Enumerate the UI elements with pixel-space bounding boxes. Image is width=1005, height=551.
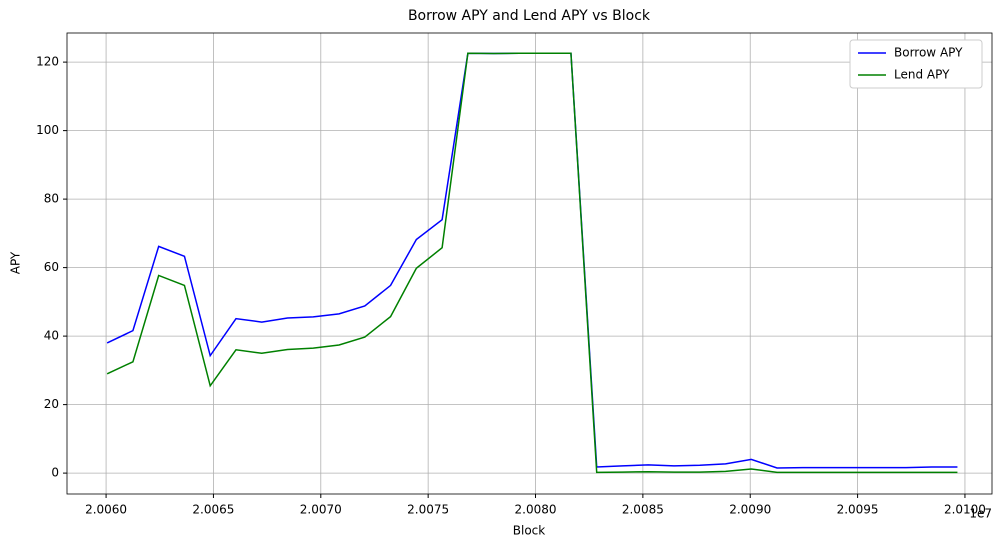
y-tick-label: 100	[36, 123, 59, 137]
y-tick-label: 120	[36, 55, 59, 69]
x-tick-label: 2.0065	[192, 503, 234, 517]
x-tick-label: 2.0085	[622, 503, 664, 517]
x-tick-label: 2.0070	[300, 503, 342, 517]
data-line	[106, 52, 958, 474]
y-tick-label: 0	[51, 466, 59, 480]
x-axis-label: Block	[513, 524, 546, 538]
x-offset-label: 1e7	[969, 507, 992, 521]
x-tick-label: 2.0100	[944, 503, 986, 517]
plot-frame	[66, 32, 993, 495]
data-line	[106, 52, 958, 469]
x-tick-label: 2.0095	[837, 503, 879, 517]
x-tick-label: 2.0090	[729, 503, 771, 517]
x-tick-label: 2.0080	[515, 503, 557, 517]
legend: Borrow APY Lend APY	[849, 39, 983, 89]
y-axis-label: APY	[9, 251, 23, 274]
y-tick-label: 20	[44, 397, 59, 411]
y-tick-label: 40	[44, 329, 59, 343]
x-tick-label: 2.0060	[85, 503, 127, 517]
chart-title: Borrow APY and Lend APY vs Block	[408, 8, 651, 24]
y-tick-label: 80	[44, 192, 59, 206]
legend-label: Borrow APY	[894, 46, 963, 60]
y-tick-label: 60	[44, 260, 59, 274]
legend-box	[849, 39, 983, 89]
legend-label: Lend APY	[894, 68, 950, 82]
x-tick-label: 2.0075	[407, 503, 449, 517]
